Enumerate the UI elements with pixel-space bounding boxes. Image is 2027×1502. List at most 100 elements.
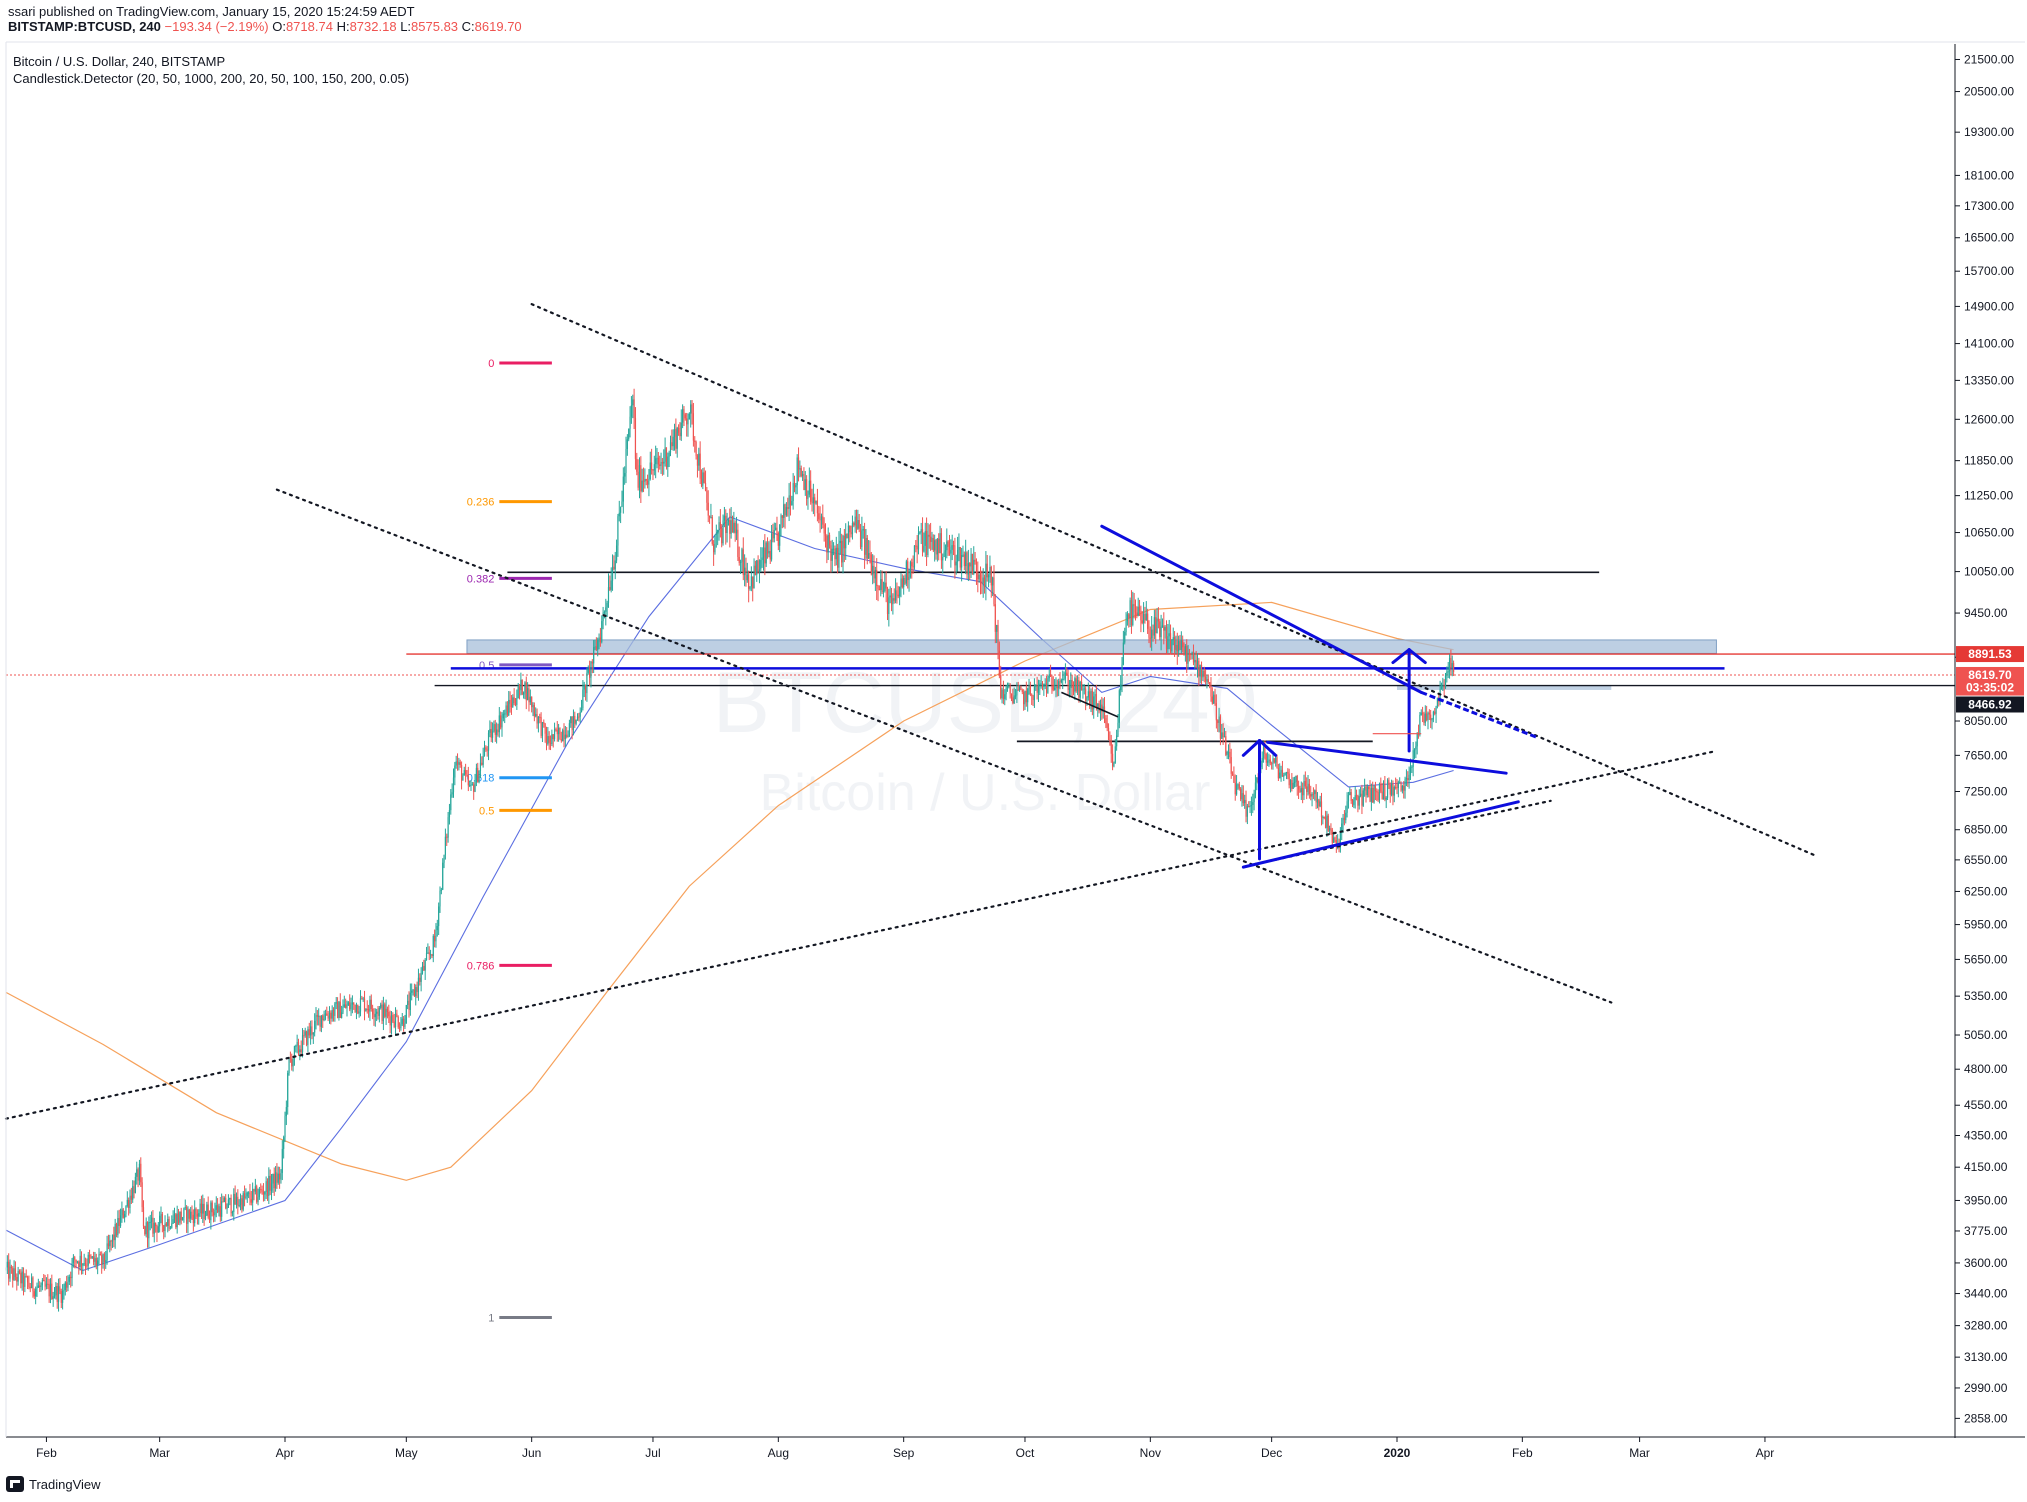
candle-body bbox=[233, 1193, 235, 1212]
candle-body bbox=[67, 1281, 69, 1288]
candle-body bbox=[1432, 711, 1434, 720]
candle-body bbox=[543, 722, 545, 724]
candle-body bbox=[800, 468, 802, 477]
candle-body bbox=[1138, 606, 1141, 611]
candle-body bbox=[932, 537, 934, 551]
candle-body bbox=[1318, 799, 1320, 807]
candle-body bbox=[624, 473, 626, 477]
candle-body bbox=[982, 577, 984, 584]
candle-body bbox=[243, 1193, 246, 1199]
candle-body bbox=[221, 1201, 223, 1217]
candle-body bbox=[1171, 640, 1173, 652]
candle-body bbox=[717, 529, 719, 534]
candle-body bbox=[489, 728, 491, 733]
candle-body bbox=[1435, 706, 1437, 714]
candle-body bbox=[13, 1268, 15, 1280]
price-tick-label: 5650.00 bbox=[1964, 952, 2008, 966]
candle-body bbox=[393, 1021, 395, 1027]
candle-body bbox=[699, 453, 701, 479]
candle-body bbox=[485, 747, 487, 750]
candle-body bbox=[1196, 660, 1199, 668]
candle-body bbox=[916, 545, 918, 550]
support-zone bbox=[1396, 685, 1612, 690]
legend-title[interactable]: Bitcoin / U.S. Dollar, 240, BITSTAMP bbox=[13, 54, 226, 69]
candle-body bbox=[1385, 797, 1387, 800]
price-tick-label: 7250.00 bbox=[1964, 785, 2008, 799]
candle-body bbox=[766, 542, 769, 554]
ohlc-close: C:8619.70 bbox=[461, 19, 522, 34]
candle-body bbox=[587, 669, 589, 673]
candle-body bbox=[642, 480, 645, 482]
candle-body bbox=[1215, 703, 1217, 721]
candle-body bbox=[1002, 689, 1005, 699]
tradingview-footer[interactable]: TradingView bbox=[6, 1476, 101, 1492]
candle-body bbox=[423, 965, 425, 971]
candle-body bbox=[1233, 775, 1235, 783]
candle-body bbox=[1407, 778, 1409, 781]
candle-body bbox=[21, 1271, 23, 1284]
candle-body bbox=[1312, 793, 1315, 795]
candle-body bbox=[1330, 828, 1332, 830]
candle-body bbox=[539, 716, 541, 718]
candle-body bbox=[890, 595, 893, 605]
candle-body bbox=[1248, 806, 1250, 808]
candle-body bbox=[986, 563, 988, 578]
candle-body bbox=[1180, 640, 1182, 650]
candle-body bbox=[150, 1217, 153, 1222]
candle-body bbox=[177, 1213, 180, 1223]
candle-body bbox=[249, 1192, 251, 1200]
candle-body bbox=[831, 548, 833, 561]
candle-body bbox=[1452, 663, 1455, 672]
candle-body bbox=[521, 679, 523, 695]
candle-body bbox=[552, 734, 554, 740]
candle-body bbox=[1009, 685, 1011, 694]
candle-body bbox=[873, 565, 875, 579]
candle-body bbox=[1420, 712, 1422, 716]
candle-body bbox=[6, 1261, 8, 1268]
candle-body bbox=[775, 527, 777, 531]
candle-body bbox=[1450, 658, 1452, 669]
candle-body bbox=[993, 577, 995, 605]
candle-body bbox=[979, 574, 982, 583]
candle-body bbox=[494, 724, 496, 735]
candle-body bbox=[265, 1181, 267, 1193]
candle-body bbox=[1254, 782, 1257, 794]
candle-body bbox=[1395, 786, 1397, 788]
candle-body bbox=[1335, 839, 1337, 845]
candle-body bbox=[450, 794, 452, 811]
candle-body bbox=[973, 559, 975, 575]
candle-body bbox=[1331, 829, 1333, 843]
candle-body bbox=[967, 563, 969, 575]
candle-body bbox=[1144, 613, 1146, 621]
candle-body bbox=[504, 713, 506, 715]
candle-body bbox=[998, 650, 1000, 676]
candle-body bbox=[508, 699, 510, 716]
tradingview-brand: TradingView bbox=[29, 1476, 101, 1492]
candle-body bbox=[156, 1226, 158, 1233]
candle-body bbox=[330, 1012, 332, 1019]
fib-level-label: 0.786 bbox=[467, 960, 495, 972]
candle-body bbox=[899, 586, 901, 597]
candle-body bbox=[719, 522, 721, 529]
candle-body bbox=[1037, 685, 1040, 693]
candle-body bbox=[892, 598, 894, 605]
candle-body bbox=[512, 697, 514, 708]
candle-body bbox=[1075, 678, 1077, 692]
candle-body bbox=[527, 688, 529, 701]
candle-body bbox=[184, 1207, 186, 1209]
candle-body bbox=[118, 1218, 120, 1226]
candle-body bbox=[367, 1008, 370, 1012]
candle-body bbox=[350, 1004, 352, 1010]
candle-body bbox=[668, 452, 670, 457]
candle-body bbox=[122, 1209, 124, 1218]
fib-level-label: 0.382 bbox=[467, 573, 495, 585]
candle-body bbox=[1268, 759, 1270, 761]
fibonacci-levels: 0 0.236 0.382 0.5 0.618 0.5 0.786 1 bbox=[467, 358, 552, 1324]
arrow-head-left-b bbox=[1258, 739, 1278, 757]
candle-body bbox=[1448, 658, 1451, 672]
price-tick-label: 6850.00 bbox=[1964, 823, 2008, 837]
fib-level-label: 0.5 bbox=[479, 660, 494, 672]
candle-body bbox=[363, 998, 366, 1012]
legend-indicator[interactable]: Candlestick.Detector (20, 50, 1000, 200,… bbox=[13, 71, 410, 86]
